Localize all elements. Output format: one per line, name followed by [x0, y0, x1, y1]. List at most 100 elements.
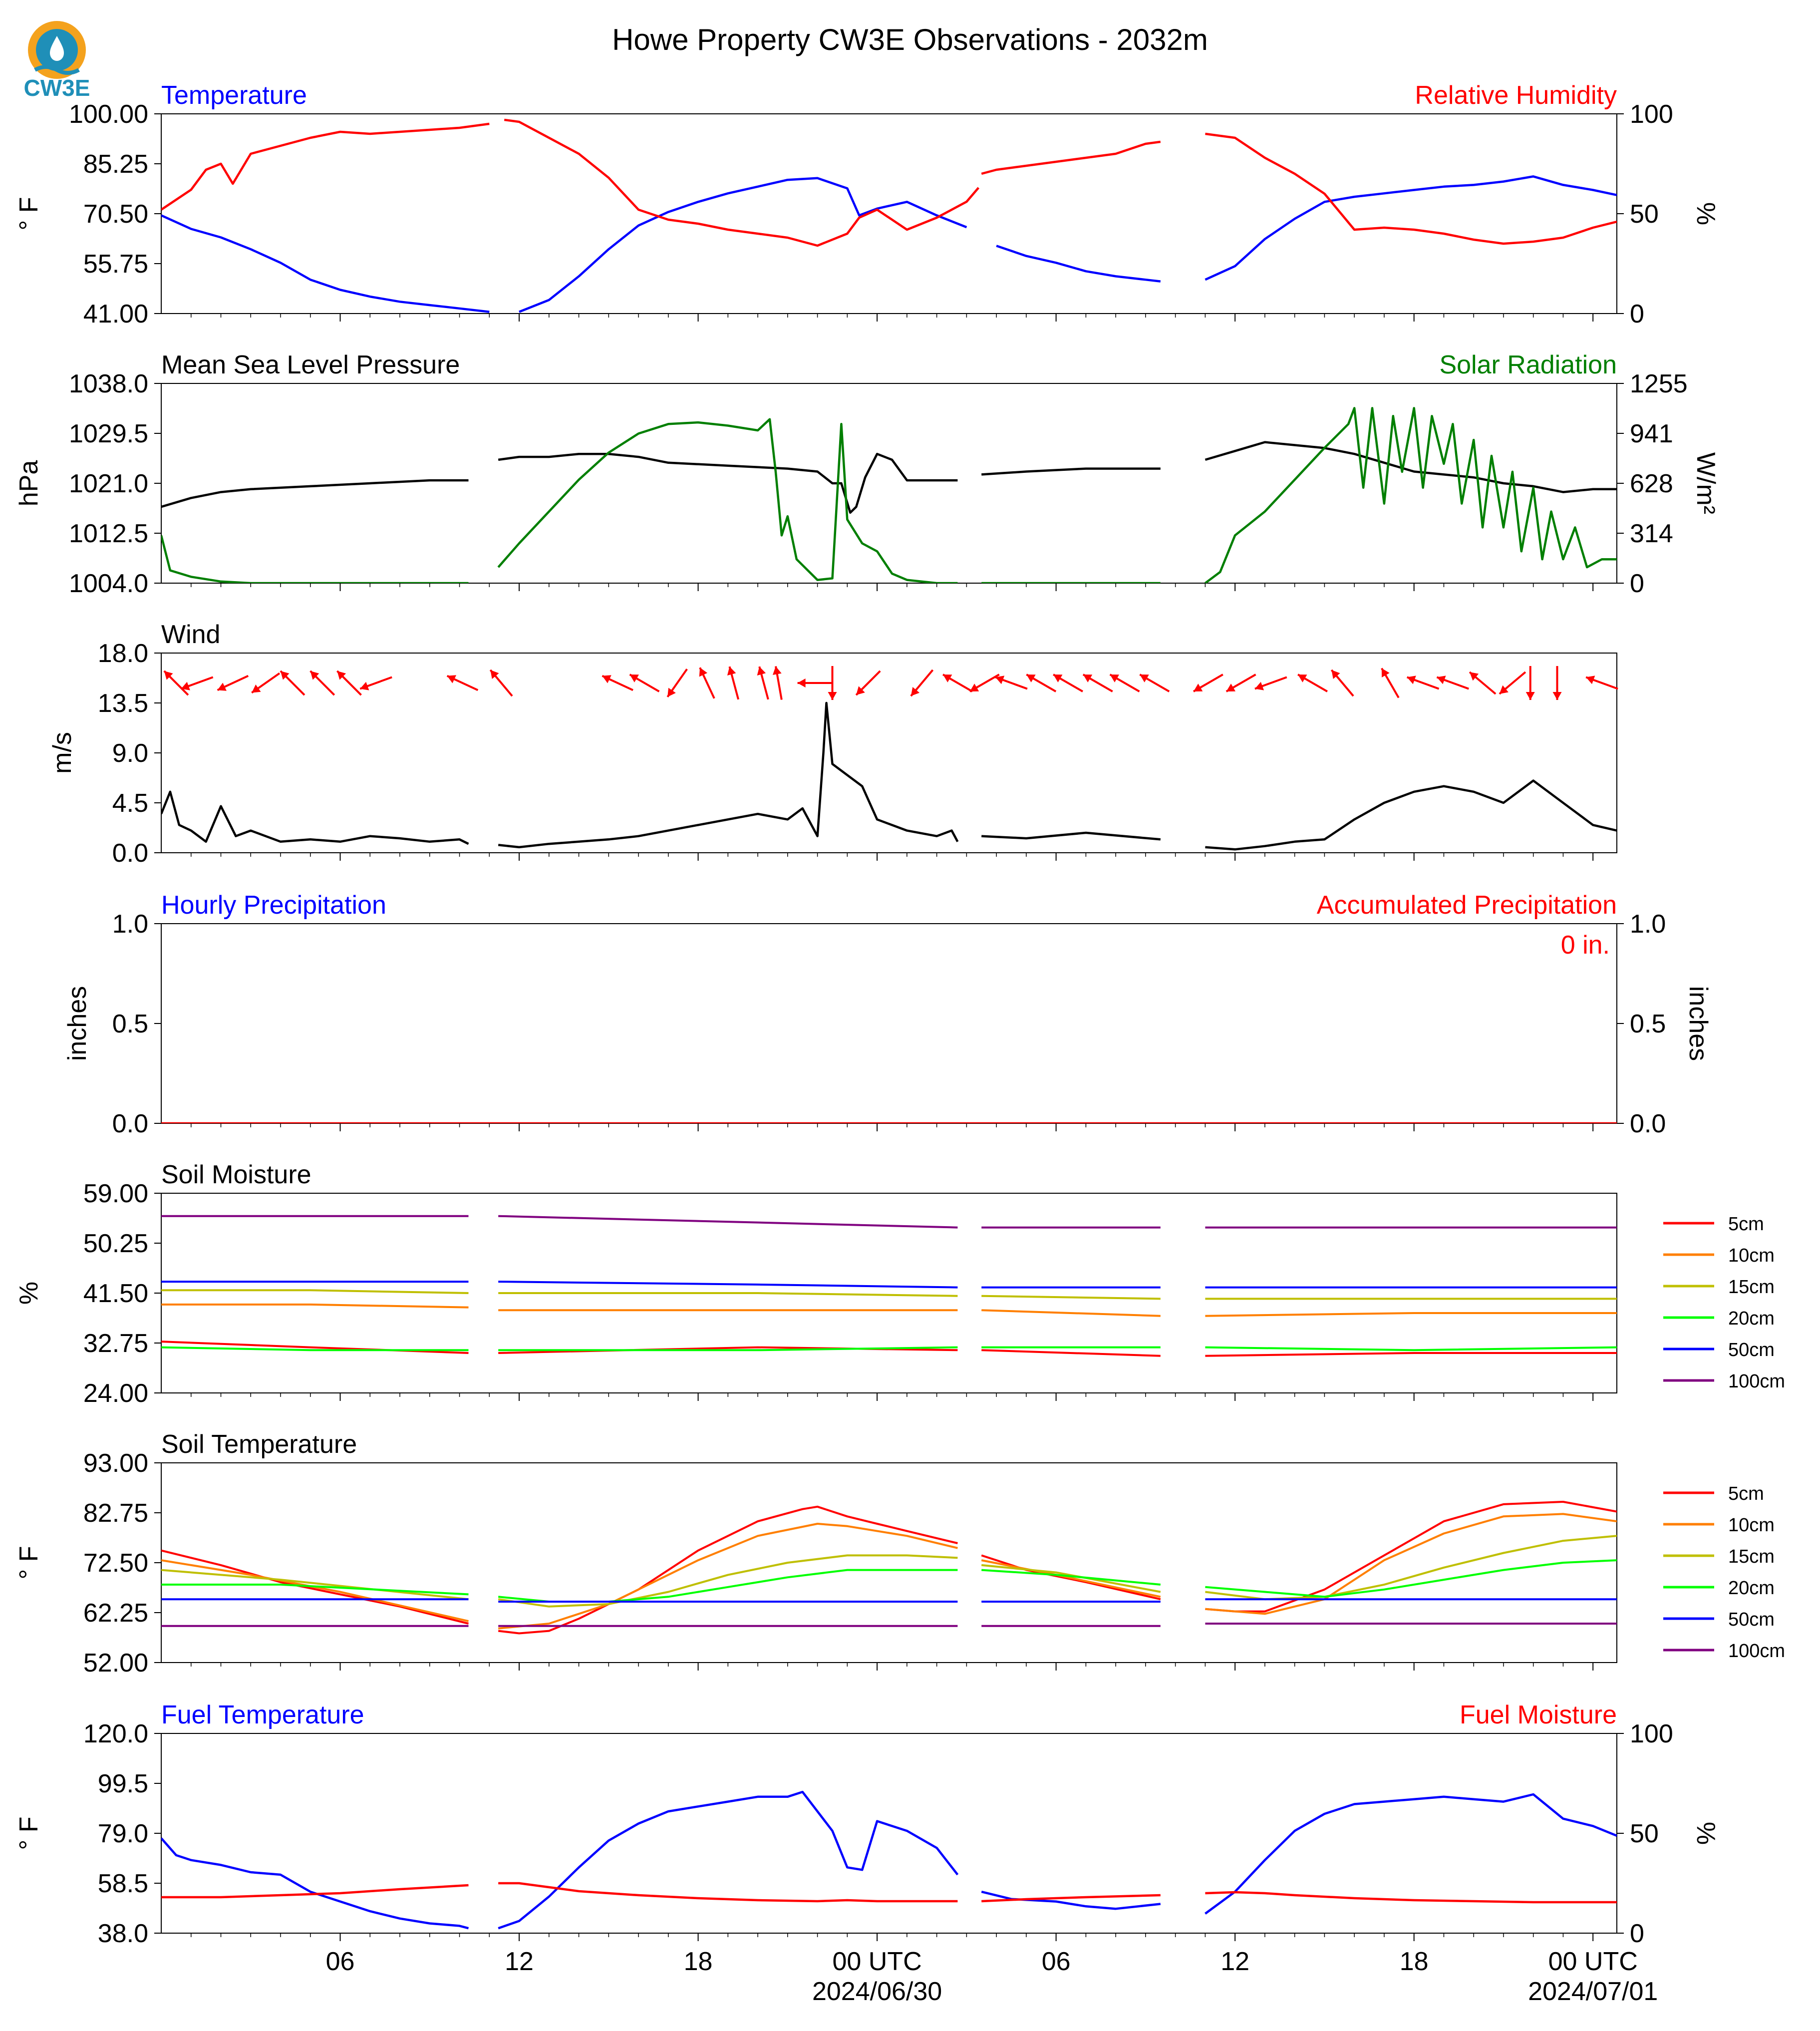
- wind-arrow: [727, 666, 740, 700]
- wind-arrow-head: [360, 681, 369, 690]
- series-group: [161, 1215, 1617, 1357]
- wind-arrow-head: [164, 671, 173, 680]
- series-line-5cm: [161, 1341, 1617, 1357]
- wind-arrow-head: [447, 675, 457, 683]
- wind-arrow: [942, 674, 973, 692]
- y-tick-label: 32.75: [83, 1329, 148, 1358]
- wind-arrow: [1525, 666, 1535, 700]
- series-line-10cm: [161, 1513, 1617, 1630]
- wind-arrow-head: [942, 675, 952, 682]
- wind-arrow-head: [310, 671, 319, 680]
- series-line-100cm: [161, 1215, 1617, 1229]
- series-group: [161, 701, 1617, 851]
- y-tick-label: 38.0: [98, 1919, 148, 1948]
- y-axis-label: ° F: [14, 1816, 43, 1850]
- legend-label: 20cm: [1728, 1578, 1775, 1599]
- wind-arrow-head: [1470, 672, 1479, 681]
- series-line-1: [161, 407, 1617, 583]
- wind-arrow-head: [629, 675, 639, 682]
- panel-title-right: Solar Radiation: [1439, 350, 1617, 379]
- panel-3: Wind 18.0 13.5 9.0 4.5 0.0 m/s: [48, 620, 1618, 868]
- y-tick-label: 100.00: [69, 100, 148, 129]
- y-tick-label-right: 50: [1630, 200, 1659, 229]
- wind-arrow-head: [181, 681, 190, 690]
- wind-arrow: [666, 669, 688, 697]
- y-tick-label: 1029.5: [69, 419, 148, 448]
- y-tick-label-right: 1.0: [1630, 910, 1666, 939]
- y-tick-label: 24.00: [83, 1379, 148, 1408]
- wind-arrow-head: [1499, 685, 1509, 694]
- panel-title-left: Soil Temperature: [161, 1430, 357, 1459]
- panel-title-right: Relative Humidity: [1415, 81, 1617, 110]
- wind-arrow: [489, 669, 513, 697]
- y-tick-label: 120.0: [83, 1719, 148, 1748]
- legend-label: 50cm: [1728, 1609, 1775, 1630]
- wind-arrow: [1053, 674, 1083, 692]
- y-axis-label-right: inches: [1684, 986, 1713, 1061]
- y-tick-label: 1004.0: [69, 569, 148, 598]
- y-tick-label: 82.75: [83, 1499, 148, 1528]
- wind-arrow-head: [856, 686, 865, 695]
- wind-arrow-head: [1083, 675, 1093, 682]
- wind-arrow-head: [1053, 675, 1063, 682]
- wind-arrow: [1436, 676, 1469, 690]
- panel-title-left: Temperature: [161, 81, 307, 110]
- y-axis-label-right: %: [1691, 1822, 1720, 1845]
- series-group: [161, 407, 1617, 583]
- series-line-0: [161, 441, 1617, 514]
- panel-title-right: Accumulated Precipitation: [1317, 891, 1617, 920]
- x-tick-label: 00 UTC: [1548, 1947, 1638, 1976]
- wind-arrow-head: [602, 675, 611, 683]
- wind-arrow: [1254, 676, 1287, 690]
- wind-arrow-head: [490, 670, 499, 679]
- series-line-20cm: [161, 1346, 1617, 1352]
- y-tick-label: 0.0: [112, 839, 148, 868]
- panel-4: Hourly Precipitation Accumulated Precipit…: [63, 891, 1713, 1138]
- y-tick-label: 0.0: [112, 1109, 148, 1138]
- x-tick-label: 18: [1400, 1947, 1429, 1976]
- panels: Temperature Relative Humidity 100.00 85.25 7…: [14, 81, 1785, 2006]
- wind-arrow: [336, 670, 362, 696]
- legend-label: 10cm: [1728, 1245, 1775, 1266]
- wind-arrow: [1026, 674, 1057, 692]
- wind-arrow: [1330, 669, 1354, 697]
- y-tick-label: 99.5: [98, 1769, 148, 1798]
- legend-label: 100cm: [1728, 1641, 1785, 1662]
- panel-title-left: Fuel Temperature: [161, 1700, 364, 1729]
- plot-frame: [161, 1733, 1617, 1934]
- wind-arrow-head: [969, 683, 979, 691]
- y-tick-label: 9.0: [112, 739, 148, 768]
- wind-arrow: [1406, 676, 1440, 690]
- wind-arrow-head: [1110, 675, 1119, 682]
- y-tick-label: 62.25: [83, 1599, 148, 1628]
- x-date-label: 2024/07/01: [1528, 1977, 1658, 2006]
- panel-title-left: Soil Moisture: [161, 1160, 311, 1189]
- y-tick-label-right: 1255: [1630, 369, 1688, 398]
- y-tick-label: 79.0: [98, 1819, 148, 1848]
- wind-arrow-head: [667, 687, 676, 697]
- wind-arrow-head: [1331, 670, 1340, 679]
- y-axis-label-right: %: [1691, 202, 1720, 225]
- wind-arrow: [1381, 668, 1400, 698]
- y-tick-label-right: 0: [1630, 1919, 1644, 1948]
- y-tick-label: 59.00: [83, 1179, 148, 1208]
- x-tick-label: 12: [1220, 1947, 1249, 1976]
- wind-arrow: [1499, 671, 1526, 695]
- series-line-1: [161, 118, 1617, 247]
- y-tick-label: 41.50: [83, 1279, 148, 1308]
- plot-frame: [161, 1193, 1617, 1393]
- panel-1: Temperature Relative Humidity 100.00 85.25 7…: [14, 81, 1720, 329]
- y-axis-label: inches: [63, 986, 92, 1061]
- wind-arrow: [1225, 674, 1256, 692]
- series-line-15cm: [161, 1535, 1617, 1608]
- wind-arrow-head: [828, 692, 837, 700]
- wind-arrow: [280, 670, 305, 696]
- y-axis-label-right: W/m²: [1691, 452, 1720, 514]
- wind-arrow-head: [910, 687, 920, 696]
- series-line-20cm: [161, 1559, 1617, 1603]
- legend-label: 15cm: [1728, 1546, 1775, 1567]
- y-axis-label: ° F: [14, 197, 43, 230]
- y-tick-label: 1012.5: [69, 519, 148, 548]
- panel-title-right: Fuel Moisture: [1460, 1700, 1617, 1729]
